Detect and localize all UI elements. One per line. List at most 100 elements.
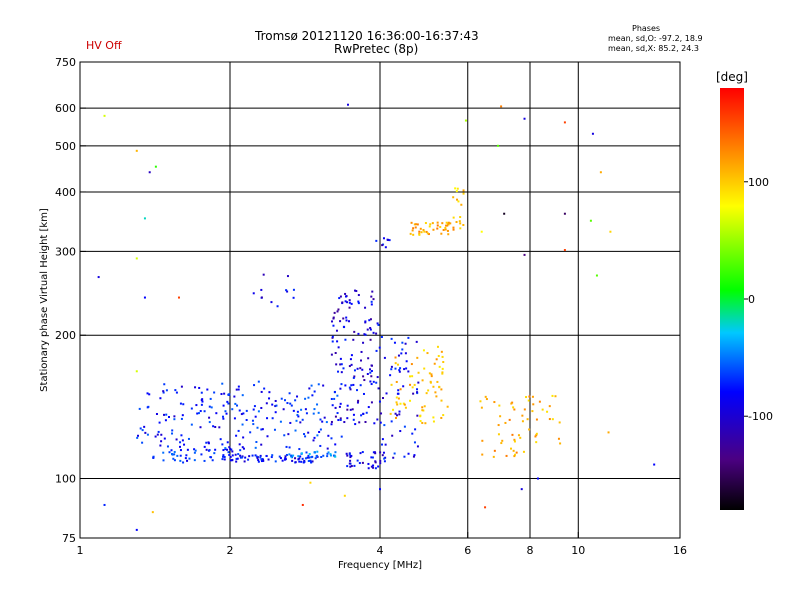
data-point <box>334 406 337 409</box>
data-point <box>193 459 196 462</box>
data-point <box>284 458 287 461</box>
data-point <box>392 456 395 459</box>
data-point <box>326 447 329 450</box>
data-point <box>394 356 397 359</box>
data-point <box>538 400 541 403</box>
data-point <box>413 441 416 444</box>
data-point <box>227 393 230 396</box>
data-point <box>298 460 301 463</box>
data-point <box>515 451 518 454</box>
data-point <box>455 190 458 193</box>
data-point <box>442 228 445 231</box>
data-point <box>224 410 227 413</box>
data-point <box>591 132 594 135</box>
data-point <box>182 403 185 406</box>
data-point <box>340 371 343 374</box>
data-point <box>373 451 376 454</box>
data-point <box>393 452 396 455</box>
data-point <box>260 296 263 299</box>
data-point <box>380 336 383 339</box>
data-point <box>535 418 538 421</box>
data-point <box>456 198 459 201</box>
data-point <box>337 419 340 422</box>
data-point <box>459 227 462 230</box>
data-point <box>452 216 455 219</box>
data-point <box>301 503 304 506</box>
y-axis-label: Stationary phase Virtual Height [km] <box>39 208 50 392</box>
data-point <box>335 363 338 366</box>
data-point <box>340 363 343 366</box>
data-point <box>370 465 373 468</box>
data-point <box>152 455 155 458</box>
data-point <box>203 445 206 448</box>
data-point <box>320 455 323 458</box>
data-point <box>357 302 360 305</box>
data-point <box>245 409 248 412</box>
data-point <box>508 418 511 421</box>
data-point <box>240 456 243 459</box>
data-point <box>535 441 538 444</box>
data-point <box>194 386 197 389</box>
data-point <box>422 349 425 352</box>
data-point <box>493 401 496 404</box>
data-point <box>151 511 154 514</box>
data-point <box>346 301 349 304</box>
data-point <box>422 409 425 412</box>
data-point <box>226 441 229 444</box>
data-point <box>344 300 347 303</box>
data-point <box>275 404 278 407</box>
data-point <box>200 453 203 456</box>
data-point <box>352 338 355 341</box>
data-point <box>260 288 263 291</box>
data-point <box>432 420 435 423</box>
data-point <box>416 356 419 359</box>
data-point <box>348 462 351 465</box>
data-point <box>344 292 347 295</box>
data-point <box>438 365 441 368</box>
data-point <box>162 391 165 394</box>
data-point <box>257 459 260 462</box>
data-point <box>397 397 400 400</box>
data-point <box>418 230 421 233</box>
data-point <box>412 227 415 230</box>
data-point <box>411 386 414 389</box>
data-point <box>395 401 398 404</box>
data-point <box>139 427 142 430</box>
data-point <box>294 457 297 460</box>
data-point <box>342 367 345 370</box>
data-point <box>235 434 238 437</box>
data-point <box>222 449 225 452</box>
data-point <box>231 450 234 453</box>
data-point <box>501 439 504 442</box>
data-point <box>141 429 144 432</box>
data-point <box>253 405 256 408</box>
data-point <box>294 429 297 432</box>
data-point <box>186 448 189 451</box>
data-point <box>160 433 163 436</box>
data-point <box>314 457 317 460</box>
data-point <box>377 387 380 390</box>
data-point <box>346 454 349 457</box>
data-point <box>440 232 443 235</box>
data-point <box>399 388 402 391</box>
data-point <box>379 459 382 462</box>
data-point <box>589 219 592 222</box>
data-point <box>412 455 415 458</box>
data-point <box>256 457 259 460</box>
data-point <box>339 357 342 360</box>
data-point <box>352 418 355 421</box>
data-point <box>377 323 380 326</box>
data-point <box>317 411 320 414</box>
data-point <box>464 119 467 122</box>
data-point <box>210 406 213 409</box>
data-point <box>357 300 360 303</box>
data-point <box>397 392 400 395</box>
data-point <box>445 224 448 227</box>
data-point <box>369 371 372 374</box>
data-point <box>362 392 365 395</box>
data-point <box>433 362 436 365</box>
data-point <box>360 414 363 417</box>
y-tick-label: 750 <box>55 56 76 69</box>
data-point <box>522 450 525 453</box>
data-point <box>155 413 158 416</box>
